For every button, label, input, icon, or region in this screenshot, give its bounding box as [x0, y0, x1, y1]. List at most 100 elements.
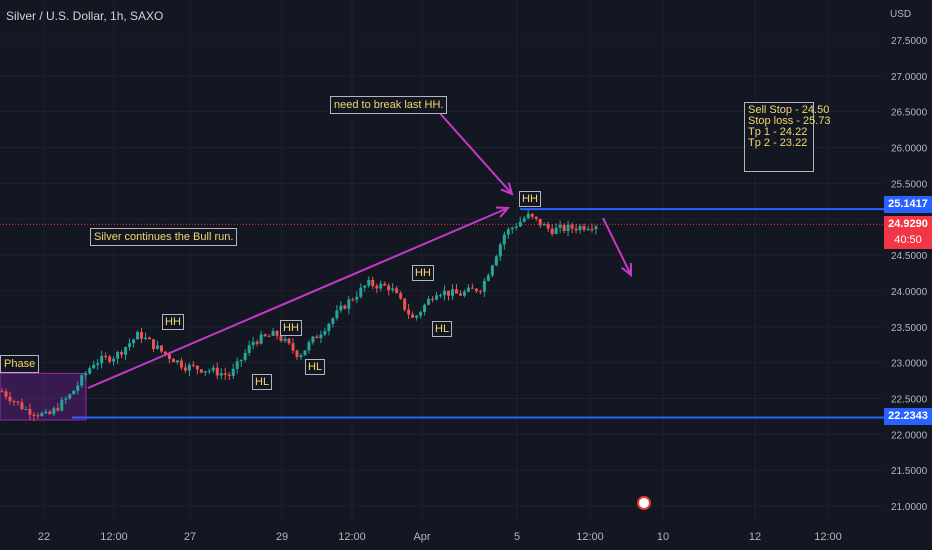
candle-body [295, 350, 299, 358]
consolidation-zone [0, 372, 87, 421]
candle-body [124, 347, 128, 355]
candle-body [343, 305, 347, 309]
candle-body [52, 408, 56, 414]
candle-body [546, 224, 550, 229]
candle-body [566, 224, 570, 232]
candle-body [12, 401, 16, 403]
y-axis-ticks: 27.500027.000026.500026.000025.500025.00… [891, 36, 928, 513]
candle-body [235, 361, 239, 369]
x-tick-label: 12:00 [576, 531, 604, 543]
candle-body [458, 293, 462, 296]
candle-body [570, 224, 574, 229]
candle-body [140, 331, 144, 339]
candle-body [387, 285, 391, 291]
candle-body [379, 283, 383, 289]
us-flag-icon[interactable] [637, 496, 651, 510]
candle-body [28, 409, 32, 415]
candle-body [411, 314, 415, 318]
candle-body [259, 334, 263, 344]
candle-body [96, 363, 100, 365]
candle-body [8, 396, 12, 402]
x-tick-label: 12 [749, 531, 761, 543]
tp1-text: Tp 1 - 24.22 [748, 126, 808, 138]
target-arrow [602, 217, 632, 276]
candle-body [375, 285, 379, 289]
candle-body [435, 295, 439, 300]
candle-body [315, 336, 319, 339]
candle-body [590, 229, 594, 231]
candle-body [470, 287, 474, 289]
swing-label-hh: HH [412, 265, 434, 281]
candle-body [20, 402, 24, 410]
candle-body [490, 265, 494, 276]
y-tick-label: 24.5000 [891, 251, 928, 262]
candle-body [195, 365, 199, 370]
candle-body [287, 338, 291, 344]
candle-body [108, 356, 112, 362]
candle-body [128, 343, 132, 348]
candle-body [112, 358, 116, 362]
candle-body [283, 338, 287, 341]
candle-body [427, 298, 431, 305]
candle-body [550, 228, 554, 234]
candle-body [223, 373, 227, 375]
trend-arrow-main [87, 207, 509, 389]
candle-body [450, 289, 454, 296]
candle-body [482, 280, 486, 292]
trade-plan-box: Sell Stop - 24.50 Stop loss - 25.73 Tp 1… [744, 102, 831, 172]
candle-body [76, 385, 80, 391]
candle-body [211, 367, 215, 371]
candle-body [522, 218, 526, 222]
x-tick-label: 12:00 [814, 531, 842, 543]
x-axis-ticks: 22 12:00 27 29 12:00 Apr 5 12:00 10 12 12:00 [38, 531, 842, 543]
arrow-head [495, 206, 511, 218]
candle-body [355, 296, 359, 300]
trend-arrows [87, 109, 633, 389]
candle-body [84, 373, 88, 376]
resistance-price-label: 25.1417 [884, 196, 932, 213]
candle-body [159, 345, 163, 352]
candle-body [80, 375, 84, 386]
candle-body [371, 279, 375, 286]
candle-body [443, 290, 447, 296]
candle-body [391, 288, 395, 291]
candle-body [351, 299, 355, 301]
candle-body [594, 226, 598, 230]
candle-body [431, 298, 435, 300]
candle-body [44, 411, 48, 414]
candle-body [0, 391, 4, 393]
candle-body [203, 371, 207, 373]
candle-body [136, 331, 140, 340]
candle-body [299, 355, 303, 358]
candle-body [542, 224, 546, 226]
break-arrow [436, 109, 513, 195]
candle-body [423, 304, 427, 313]
candle-body [92, 364, 96, 369]
candle-body [383, 283, 387, 286]
candle-body [144, 337, 148, 339]
currency-label: USD [890, 9, 912, 20]
candle-body [239, 359, 243, 362]
candle-body [586, 229, 590, 231]
candle-body [534, 216, 538, 219]
candle-body [462, 291, 466, 296]
x-tick-label: 12:00 [100, 531, 128, 543]
candle-body [163, 351, 167, 355]
candle-body [132, 339, 136, 344]
candle-body [36, 415, 40, 417]
candle-body [183, 367, 187, 371]
candle-body [407, 309, 411, 315]
candle-body [307, 342, 311, 351]
candle-body [319, 334, 323, 339]
y-tick-label: 22.5000 [891, 394, 928, 405]
candle-body [231, 368, 235, 376]
candle-body [478, 291, 482, 293]
candle-body [526, 213, 530, 219]
x-tick-label: 27 [184, 531, 196, 543]
chart-grid [0, 0, 884, 520]
candle-body [582, 225, 586, 230]
candle-body [68, 394, 72, 399]
arrow-head [620, 262, 633, 278]
y-tick-label: 23.5000 [891, 323, 928, 334]
